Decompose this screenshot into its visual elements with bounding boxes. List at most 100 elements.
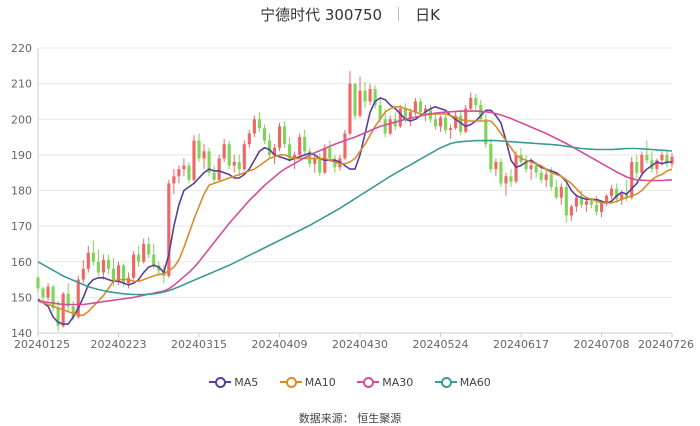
candle-body bbox=[137, 254, 141, 262]
moving-average-lines bbox=[37, 97, 673, 325]
legend-item-ma30[interactable]: MA30 bbox=[357, 376, 413, 389]
candle bbox=[489, 138, 493, 173]
y-tick-label: 180 bbox=[11, 185, 32, 198]
candle bbox=[293, 151, 297, 170]
candle-body bbox=[514, 154, 518, 182]
candle bbox=[504, 172, 508, 196]
candle bbox=[328, 140, 332, 162]
candle bbox=[615, 183, 619, 203]
candle bbox=[106, 254, 111, 275]
candle bbox=[288, 137, 292, 162]
candle-body bbox=[670, 156, 674, 164]
legend-item-ma5[interactable]: MA5 bbox=[209, 376, 258, 389]
candle-body bbox=[383, 119, 387, 134]
candle bbox=[569, 204, 573, 221]
candle bbox=[41, 286, 45, 303]
candle-body bbox=[378, 105, 382, 120]
candle-body bbox=[615, 188, 619, 200]
candle bbox=[227, 140, 231, 170]
y-tick-label: 150 bbox=[11, 291, 32, 304]
legend-item-ma60[interactable]: MA60 bbox=[434, 376, 491, 389]
x-tick-label: 20240430 bbox=[332, 338, 388, 351]
candle bbox=[665, 149, 669, 168]
legend-item-ma10[interactable]: MA10 bbox=[279, 376, 336, 389]
candle bbox=[484, 113, 488, 148]
candle bbox=[564, 183, 568, 223]
candle-body bbox=[288, 144, 292, 159]
candle bbox=[267, 133, 272, 159]
candle-body bbox=[313, 158, 317, 164]
candle-body bbox=[252, 119, 256, 134]
candle-body bbox=[494, 162, 498, 170]
candle bbox=[101, 254, 105, 280]
series-line-ma10 bbox=[37, 106, 673, 317]
candle-body bbox=[499, 162, 503, 184]
series-line-ma60 bbox=[37, 139, 673, 296]
x-tick-label: 20240223 bbox=[91, 338, 147, 351]
candle-body bbox=[504, 176, 508, 184]
candle bbox=[167, 179, 171, 278]
candle bbox=[222, 138, 226, 162]
candle-body bbox=[177, 169, 181, 177]
candle-body bbox=[106, 259, 111, 269]
legend-label: MA30 bbox=[382, 376, 414, 389]
x-tick-label: 20240315 bbox=[171, 338, 227, 351]
candle-body bbox=[418, 101, 422, 113]
candle-body bbox=[192, 140, 196, 180]
candle bbox=[46, 283, 50, 301]
candle bbox=[197, 133, 201, 162]
candle-body bbox=[605, 195, 609, 203]
candle bbox=[56, 300, 60, 332]
candle-body bbox=[534, 165, 538, 173]
legend: MA5 MA10 MA30 MA60 bbox=[0, 376, 700, 389]
candle bbox=[207, 147, 211, 177]
candle-body bbox=[469, 97, 473, 109]
candle bbox=[368, 83, 372, 105]
candle-body bbox=[368, 88, 372, 102]
candle-body bbox=[454, 115, 458, 129]
candle-body bbox=[589, 201, 594, 205]
candle bbox=[640, 151, 644, 177]
candle-body bbox=[630, 162, 634, 198]
candle-body bbox=[433, 119, 438, 127]
candle bbox=[86, 245, 90, 273]
candle-body bbox=[549, 174, 553, 187]
candle bbox=[645, 140, 649, 164]
candle-body bbox=[579, 197, 583, 205]
candle bbox=[177, 165, 181, 184]
candle bbox=[388, 115, 392, 136]
candle bbox=[464, 105, 468, 134]
legend-marker-icon bbox=[357, 376, 380, 388]
y-tick-label: 160 bbox=[11, 256, 32, 269]
candle-body bbox=[343, 133, 347, 159]
candle-body bbox=[91, 252, 95, 262]
candle-body bbox=[101, 259, 105, 273]
candle-body bbox=[121, 265, 126, 284]
candle-body bbox=[353, 83, 357, 116]
candle bbox=[252, 115, 256, 138]
candle-body bbox=[303, 137, 307, 152]
candle bbox=[217, 154, 221, 182]
candle bbox=[137, 245, 141, 268]
candle-body bbox=[36, 277, 40, 289]
candle-body bbox=[358, 90, 362, 116]
candle-body bbox=[328, 147, 332, 159]
candle bbox=[398, 105, 402, 129]
candle-body bbox=[172, 176, 176, 184]
candle bbox=[494, 158, 498, 177]
candle-body bbox=[599, 202, 604, 212]
candle-body bbox=[232, 162, 236, 166]
chart-header: 宁德时代 300750 日K bbox=[0, 4, 700, 28]
candle bbox=[655, 158, 659, 175]
candle-body bbox=[207, 151, 211, 173]
candle bbox=[670, 153, 674, 168]
candle-body bbox=[660, 154, 664, 161]
candle bbox=[554, 179, 558, 200]
candle-body bbox=[569, 206, 573, 216]
candle-body bbox=[81, 268, 85, 280]
candle-body bbox=[333, 158, 337, 168]
candle-body bbox=[282, 126, 287, 145]
candle bbox=[242, 140, 246, 171]
candle-body bbox=[277, 126, 282, 148]
